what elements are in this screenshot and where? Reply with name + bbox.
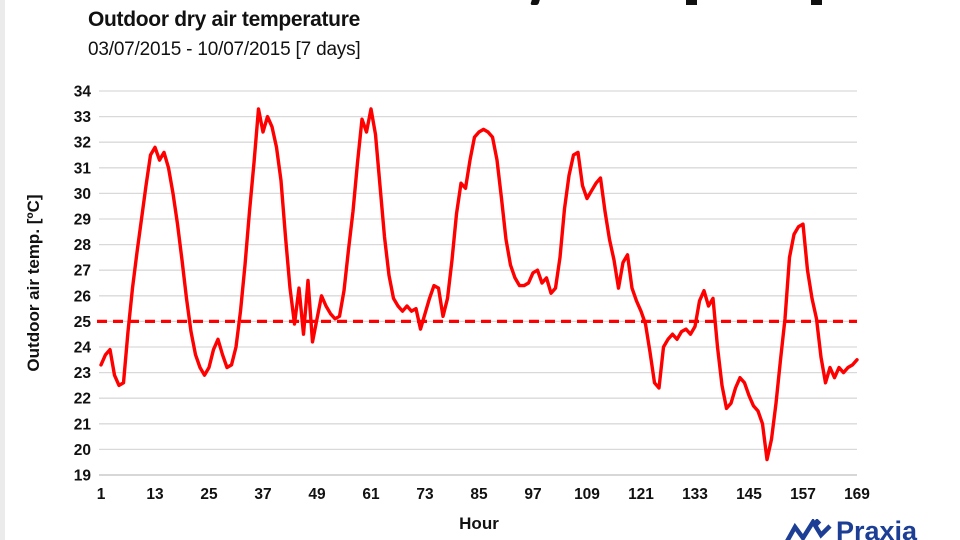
x-tick-label: 97 (524, 486, 541, 503)
y-axis-title: Outdoor air temp. [ºC] (24, 194, 43, 372)
x-tick-label: 121 (628, 486, 654, 503)
x-tick-labels: 1 13 25 37 49 61 73 85 97 109 121 133 145 157 169 (97, 486, 871, 503)
y-tick-label: 23 (74, 365, 92, 382)
x-tick-label: 85 (470, 486, 488, 503)
x-tick-label: 109 (574, 486, 600, 503)
x-tick-label: 25 (200, 486, 218, 503)
x-tick-label: 73 (416, 486, 434, 503)
logo: Praxia (784, 516, 918, 540)
y-tick-label: 29 (74, 212, 92, 229)
x-tick-label: 133 (682, 486, 708, 503)
gridlines (99, 90, 857, 476)
x-tick-label: 1 (97, 486, 106, 503)
y-tick-label: 22 (74, 391, 91, 408)
chart-subtitle: 03/07/2015 - 10/07/2015 [7 days] (88, 39, 361, 60)
y-tick-label: 31 (74, 160, 92, 177)
chart-title: Outdoor dry air temperature (88, 8, 360, 31)
x-tick-label: 37 (254, 486, 271, 503)
x-tick-label: 49 (308, 486, 326, 503)
clipped-title-fragment (686, 0, 697, 5)
x-tick-label: 145 (736, 486, 762, 503)
y-tick-label: 20 (74, 442, 91, 459)
y-tick-label: 25 (74, 314, 92, 331)
y-tick-labels: 34 33 32 31 30 29 28 27 26 25 24 23 22 21 20 19 (74, 84, 92, 485)
x-axis-title: Hour (459, 514, 499, 533)
y-tick-label: 21 (74, 416, 92, 433)
x-tick-label: 61 (362, 486, 380, 503)
y-tick-label: 32 (74, 135, 91, 152)
y-tick-label: 26 (74, 288, 92, 305)
temperature-series-line (99, 107, 859, 462)
clipped-title-fragment (811, 0, 822, 5)
y-tick-label: 33 (74, 109, 92, 126)
x-tick-label: 13 (146, 486, 164, 503)
y-tick-label: 34 (74, 84, 92, 101)
y-tick-label: 30 (74, 186, 91, 203)
left-edge-strip (0, 0, 5, 540)
y-tick-label: 24 (74, 340, 92, 357)
logo-text: Praxia (836, 516, 918, 540)
x-tick-label: 169 (844, 486, 870, 503)
x-tick-label: 157 (790, 486, 816, 503)
y-tick-label: 28 (74, 237, 92, 254)
y-tick-label: 19 (74, 468, 92, 485)
mountain-logo-icon (785, 519, 832, 540)
y-tick-label: 27 (74, 263, 91, 280)
